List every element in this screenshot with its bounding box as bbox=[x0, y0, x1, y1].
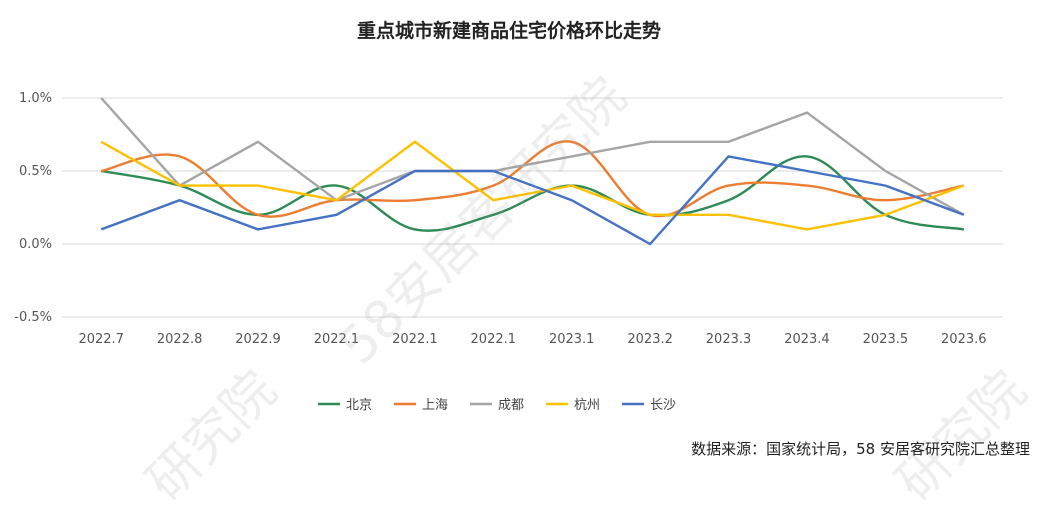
x-tick-label: 2022.1 bbox=[392, 332, 438, 347]
x-tick-label: 2022.1 bbox=[314, 332, 360, 347]
y-tick-label: 0.5% bbox=[19, 164, 52, 179]
x-tick-label: 2022.8 bbox=[157, 332, 203, 347]
series-line-3 bbox=[100, 140, 965, 231]
series-line-4 bbox=[100, 155, 965, 246]
legend-label: 上海 bbox=[422, 398, 448, 413]
y-tick-label: 0.0% bbox=[19, 237, 52, 252]
legend-label: 杭州 bbox=[574, 398, 600, 413]
x-tick-label: 2023.1 bbox=[549, 332, 595, 347]
legend-label: 北京 bbox=[346, 398, 372, 413]
legend-label: 成都 bbox=[498, 398, 524, 413]
y-tick-label: 1.0% bbox=[19, 91, 52, 106]
legend-label: 长沙 bbox=[650, 398, 676, 413]
series-layer bbox=[100, 97, 965, 246]
x-tick-label: 2023.2 bbox=[627, 332, 673, 347]
x-tick-label: 2023.4 bbox=[784, 332, 830, 347]
x-tick-label: 2023.5 bbox=[863, 332, 909, 347]
x-tick-label: 2023.3 bbox=[706, 332, 752, 347]
x-tick-label: 2023.6 bbox=[941, 332, 987, 347]
x-axis-ticks: 2022.7 2022.8 2022.9 2022.1 2022.1 2022.1 2023… bbox=[78, 332, 986, 347]
x-tick-label: 2022.7 bbox=[78, 332, 124, 347]
x-tick-label: 2022.9 bbox=[235, 332, 281, 347]
grid-layer bbox=[62, 97, 1003, 318]
line-chart: 1.0%0.5%0.0%-0.5% 2022.7 2022.8 2022.9 2022… bbox=[14, 91, 1003, 413]
y-axis-ticks: 1.0% 0.5% 0.0% -0.5% bbox=[14, 91, 52, 325]
series-line-2 bbox=[100, 97, 965, 216]
chart-title: 重点城市新建商品住宅价格环比走势 bbox=[356, 20, 661, 42]
x-tick-label: 2022.1 bbox=[471, 332, 517, 347]
legend: 北京 上海 成都 杭州 长沙 bbox=[318, 398, 676, 413]
source-note: 数据来源：国家统计局，58 安居客研究院汇总整理 bbox=[691, 440, 1030, 458]
y-tick-label: -0.5% bbox=[14, 310, 52, 325]
series-line-1 bbox=[100, 140, 965, 218]
